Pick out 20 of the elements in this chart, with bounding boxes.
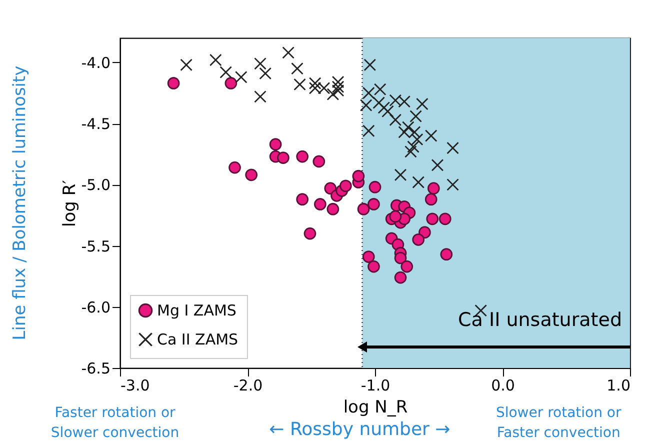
x-tick-label: 1.0: [606, 376, 630, 394]
legend-label: Mg I ZAMS: [157, 302, 236, 320]
y-tick-label: -6.5: [81, 360, 110, 378]
y-tick-label: -4.0: [81, 54, 110, 72]
legend-label: Ca II ZAMS: [157, 330, 238, 348]
text: Line flux / Bolometric luminosity: [10, 66, 30, 340]
y-tick-label: -6.0: [81, 298, 110, 316]
text: Slower rotation or Faster convection: [496, 405, 622, 441]
x-tick-label: 0.0: [491, 376, 515, 394]
y-tick-label: -5.5: [81, 237, 110, 256]
y-tick-label: -5.0: [81, 176, 110, 194]
y-tick-label: -4.5: [81, 115, 110, 134]
text: ← Rossby number →: [269, 419, 450, 440]
annotation: Ca II unsaturated: [458, 309, 622, 331]
x-tick-label: -1.0: [360, 376, 390, 394]
x-tick-label: -2.0: [233, 376, 263, 394]
x-tick-label: -3.0: [120, 376, 150, 394]
text: Faster rotation or Slower convection: [50, 405, 180, 441]
y-axis-title: log R′: [60, 180, 80, 227]
x-axis-title: log N_R: [343, 398, 408, 418]
